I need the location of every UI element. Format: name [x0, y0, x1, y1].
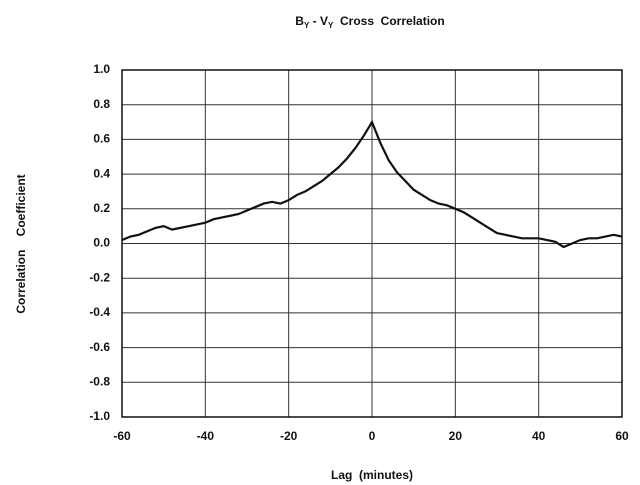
title-part: - V: [309, 14, 328, 28]
title-part: B: [295, 14, 304, 28]
y-tick-label: 0.6: [93, 132, 110, 146]
x-tick-label: -60: [113, 429, 131, 443]
title-part: Y: [328, 21, 334, 30]
y-axis-label: Correlation Coefficient: [14, 174, 28, 313]
y-tick-label: -0.8: [89, 374, 110, 388]
x-tick-label: -20: [280, 429, 298, 443]
y-tick-label: -0.6: [89, 340, 110, 354]
y-tick-label: 0.8: [93, 97, 110, 111]
y-tick-label: 0.0: [93, 236, 110, 250]
x-tick-label: 0: [369, 429, 376, 443]
title-part: Cross Correlation: [333, 14, 444, 28]
y-tick-label: -1.0: [89, 409, 110, 423]
y-tick-label: -0.4: [89, 305, 110, 319]
chart-title: BY - VY Cross Correlation: [295, 14, 444, 30]
title-part: Y: [304, 21, 310, 30]
y-tick-label: 0.2: [93, 201, 110, 215]
y-tick-label: 0.4: [93, 166, 110, 180]
plot-frame: [121, 69, 623, 418]
y-tick-label: -0.2: [89, 270, 110, 284]
x-tick-label: 20: [449, 429, 463, 443]
y-tick-label: 1.0: [93, 62, 110, 76]
x-tick-label: 40: [532, 429, 546, 443]
x-tick-label: -40: [197, 429, 215, 443]
x-axis-label: Lag (minutes): [331, 468, 413, 482]
x-tick-label: 60: [615, 429, 629, 443]
data-line: [121, 119, 623, 249]
